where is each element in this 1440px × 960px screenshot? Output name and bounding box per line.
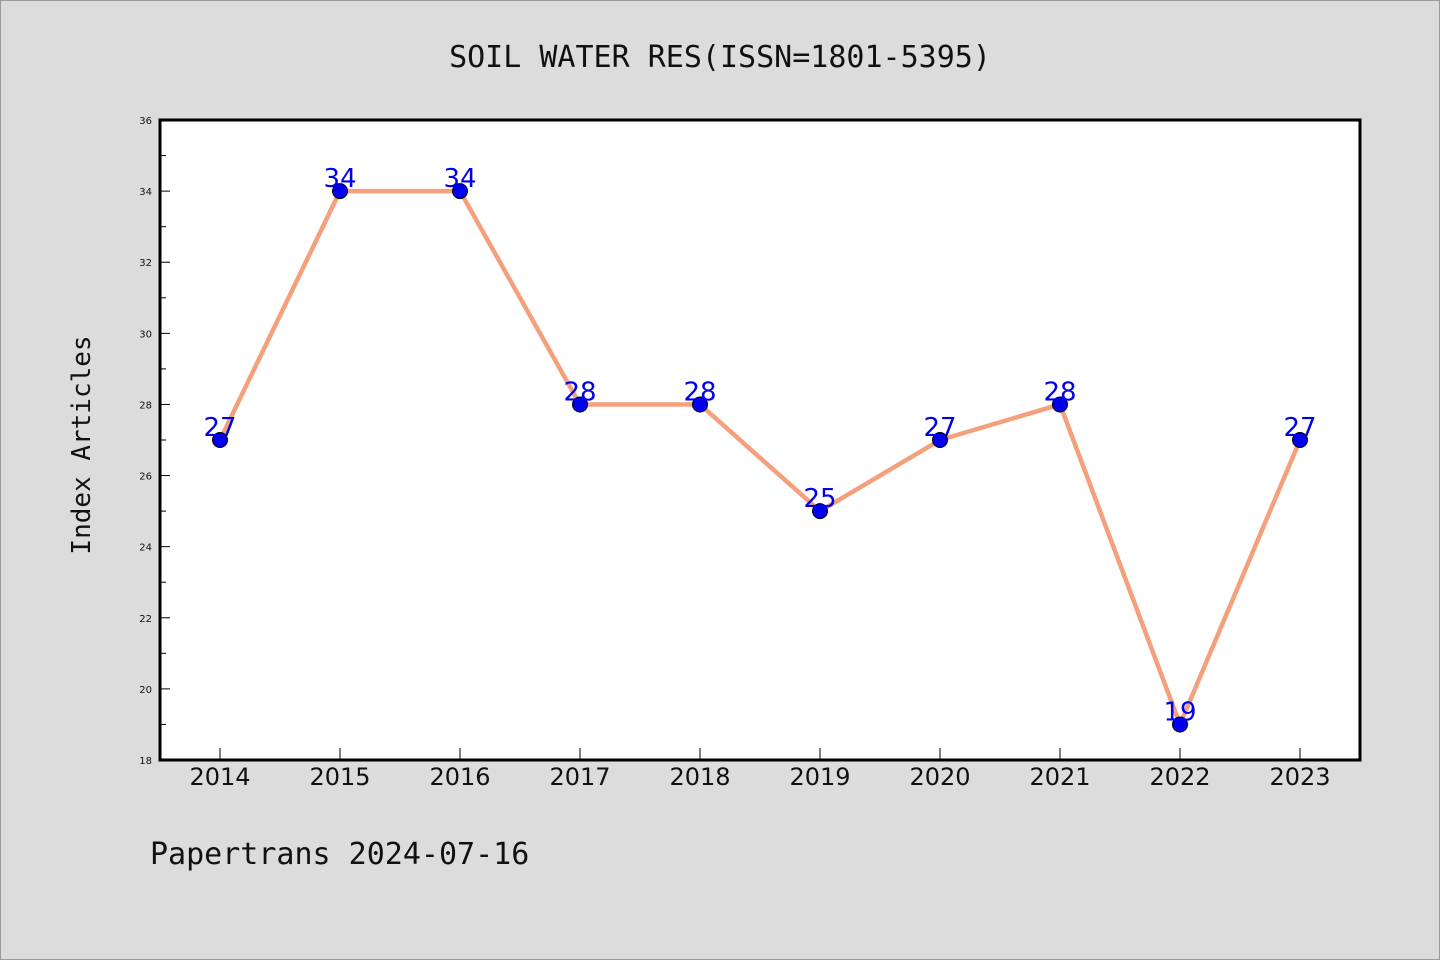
data-point (212, 432, 228, 448)
data-point (1292, 432, 1308, 448)
y-tick-label: 26 (139, 472, 152, 483)
data-points (212, 183, 1308, 733)
x-tick-label: 2019 (789, 763, 850, 791)
y-tick-label: 24 (139, 543, 152, 554)
plot-border (158, 118, 1362, 762)
data-label: 27 (203, 413, 236, 443)
y-tick-label: 34 (139, 187, 152, 198)
y-tick-label: 22 (139, 614, 152, 625)
y-tick-label: 32 (139, 258, 152, 269)
data-point (572, 396, 588, 413)
data-label: 34 (443, 164, 476, 194)
data-label: 27 (923, 413, 956, 443)
x-tick-label: 2018 (669, 763, 730, 791)
data-point (1172, 716, 1188, 733)
x-tick-label: 2016 (429, 763, 490, 791)
data-point (1052, 396, 1068, 413)
y-tick-label: 18 (139, 756, 152, 767)
data-label: 25 (803, 484, 836, 514)
data-label: 19 (1163, 697, 1196, 727)
x-tick-label: 2017 (549, 763, 610, 791)
plot-area (160, 120, 1360, 760)
data-labels: 27 34 34 28 28 25 27 28 19 27 (203, 164, 1316, 727)
data-label: 28 (683, 377, 716, 407)
x-tick-label: 2020 (909, 763, 970, 791)
data-label: 34 (323, 164, 356, 194)
y-tick-label: 36 (139, 116, 152, 127)
x-tick-label: 2021 (1029, 763, 1090, 791)
data-label: 28 (563, 377, 596, 407)
data-point (452, 183, 468, 200)
data-label: 27 (1283, 413, 1316, 443)
y-axis-label: Index Articles (67, 335, 97, 554)
footer-text: Papertrans 2024-07-16 (150, 837, 529, 872)
y-tick-label: 20 (139, 685, 152, 696)
chart-title: SOIL WATER RES(ISSN=1801-5395) (449, 40, 991, 75)
y-tick-label: 28 (139, 400, 152, 411)
data-label: 28 (1043, 377, 1076, 407)
data-point (932, 432, 948, 448)
data-point (812, 503, 828, 520)
x-axis: 2014 2015 2016 2017 2018 2019 2020 2021 2022 2023 (189, 748, 1331, 791)
data-point (332, 183, 348, 200)
data-point (692, 396, 708, 413)
x-tick-label: 2023 (1269, 763, 1330, 791)
x-tick-label: 2022 (1149, 763, 1210, 791)
x-tick-label: 2015 (309, 763, 370, 791)
y-tick-label: 30 (139, 329, 152, 340)
x-tick-label: 2014 (189, 763, 250, 791)
series-line (217, 188, 1303, 727)
